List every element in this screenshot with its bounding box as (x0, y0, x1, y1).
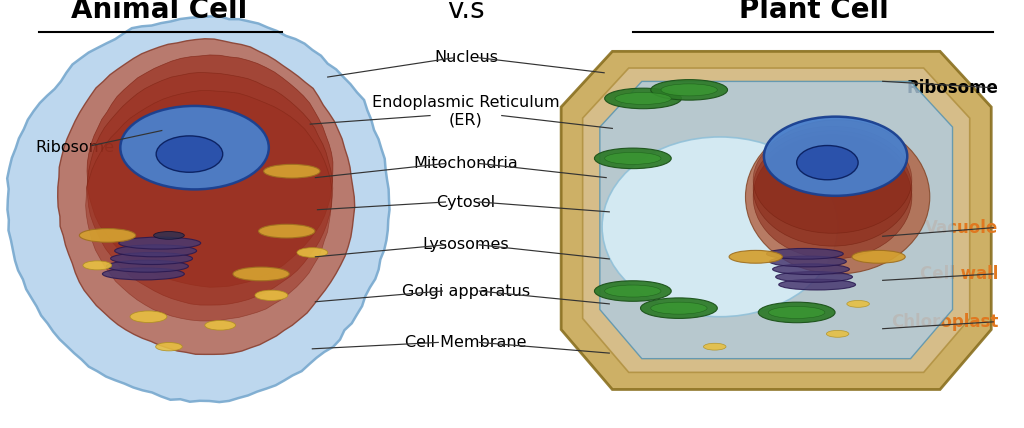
Ellipse shape (662, 84, 717, 96)
Ellipse shape (602, 137, 838, 317)
Ellipse shape (83, 261, 112, 270)
Text: Animal Cell: Animal Cell (71, 0, 247, 24)
PathPatch shape (57, 39, 354, 354)
Ellipse shape (156, 342, 182, 351)
Text: Vacuole: Vacuole (925, 219, 998, 237)
Ellipse shape (770, 256, 847, 267)
Text: Lysosomes: Lysosomes (423, 237, 509, 253)
Ellipse shape (651, 302, 707, 314)
Text: Cytosol: Cytosol (436, 194, 496, 210)
Ellipse shape (826, 330, 849, 337)
Ellipse shape (130, 311, 167, 323)
Ellipse shape (121, 106, 268, 189)
Ellipse shape (779, 279, 856, 290)
PathPatch shape (87, 55, 333, 287)
Ellipse shape (641, 298, 717, 318)
Text: Endoplasmic Reticulum
(ER): Endoplasmic Reticulum (ER) (372, 95, 560, 128)
Ellipse shape (754, 131, 912, 246)
Ellipse shape (119, 237, 201, 249)
Text: Golgi apparatus: Golgi apparatus (401, 283, 530, 299)
Ellipse shape (773, 264, 850, 275)
Ellipse shape (754, 126, 912, 233)
Ellipse shape (233, 267, 290, 281)
Text: Mitochondria: Mitochondria (414, 156, 518, 171)
Ellipse shape (102, 268, 184, 280)
Ellipse shape (594, 281, 672, 301)
Text: Plant Cell: Plant Cell (739, 0, 889, 24)
Polygon shape (600, 81, 952, 359)
Text: Cell Membrane: Cell Membrane (406, 335, 526, 350)
Ellipse shape (594, 148, 672, 169)
Ellipse shape (80, 229, 135, 242)
Ellipse shape (852, 250, 905, 263)
Ellipse shape (264, 164, 321, 178)
Ellipse shape (729, 250, 782, 263)
Text: Chloroplast: Chloroplast (891, 313, 998, 331)
Ellipse shape (255, 290, 288, 300)
Ellipse shape (614, 92, 672, 104)
Ellipse shape (758, 302, 836, 323)
Text: v.s: v.s (447, 0, 484, 24)
Ellipse shape (205, 321, 236, 330)
Ellipse shape (297, 248, 328, 257)
Ellipse shape (764, 117, 907, 196)
Ellipse shape (847, 300, 869, 307)
Ellipse shape (766, 248, 844, 259)
Ellipse shape (776, 272, 852, 282)
Ellipse shape (111, 253, 193, 265)
PathPatch shape (7, 16, 389, 402)
Ellipse shape (156, 136, 223, 172)
Ellipse shape (745, 120, 930, 274)
Ellipse shape (258, 224, 315, 238)
Ellipse shape (115, 245, 197, 257)
Ellipse shape (797, 146, 858, 180)
Ellipse shape (754, 135, 912, 259)
PathPatch shape (87, 72, 333, 305)
Polygon shape (561, 51, 991, 389)
Text: Ribosome: Ribosome (906, 79, 998, 97)
Text: Cell wall: Cell wall (920, 265, 998, 283)
PathPatch shape (86, 91, 332, 321)
Text: Ribosome: Ribosome (36, 140, 115, 155)
Ellipse shape (703, 343, 726, 350)
Ellipse shape (154, 232, 184, 239)
Text: Nucleus: Nucleus (434, 50, 498, 65)
Ellipse shape (768, 306, 825, 318)
Ellipse shape (604, 88, 682, 109)
Ellipse shape (604, 152, 662, 164)
Ellipse shape (651, 80, 727, 100)
Polygon shape (583, 68, 970, 372)
Ellipse shape (604, 285, 662, 297)
Ellipse shape (106, 260, 188, 272)
